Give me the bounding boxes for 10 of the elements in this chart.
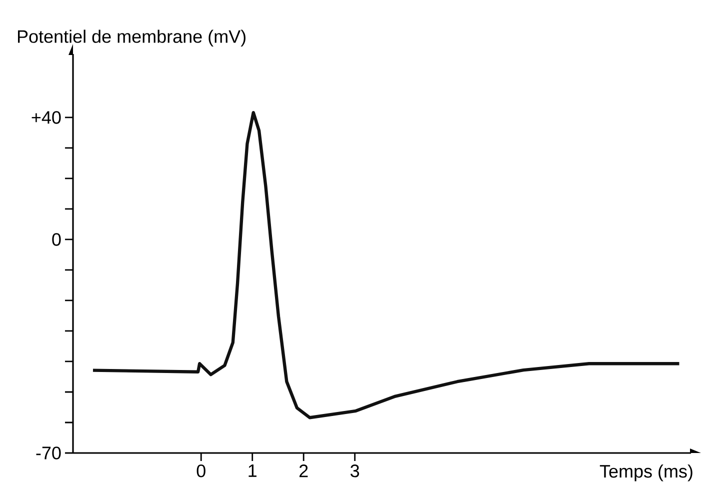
- line-series: [91, 110, 681, 420]
- y-axis-title: Potentiel de membrane (mV): [18, 30, 246, 46]
- y-tick-label: -70: [36, 446, 61, 460]
- x-tick-label: 0: [196, 464, 206, 478]
- x-tick-label: 2: [300, 464, 308, 478]
- x-tick-label: 1: [248, 464, 256, 477]
- x-tick-label: 3: [350, 464, 360, 478]
- y-tick-label: 0: [52, 233, 61, 246]
- x-axis-title: Temps (ms): [600, 464, 692, 482]
- y-tick-label: +40: [32, 111, 61, 124]
